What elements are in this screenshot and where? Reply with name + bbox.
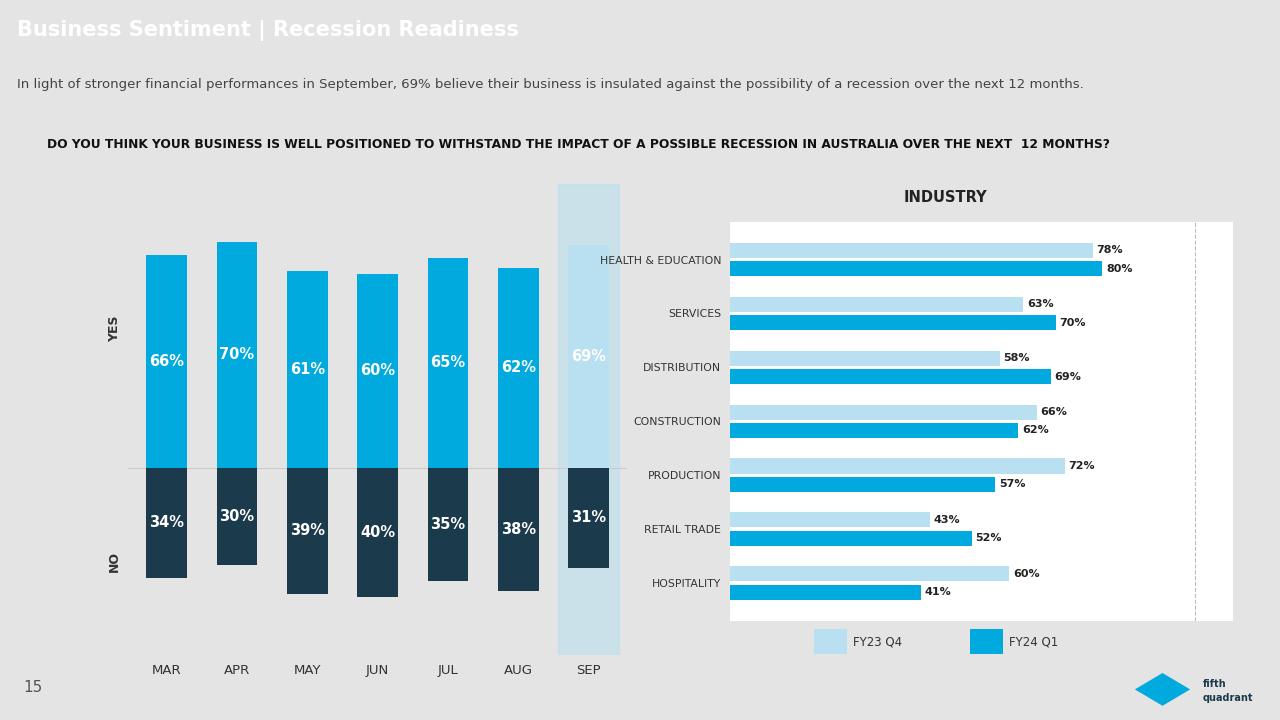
Bar <box>357 468 398 597</box>
Bar <box>287 468 328 594</box>
Text: In light of stronger financial performances in September, 69% believe their busi: In light of stronger financial performan… <box>17 78 1083 91</box>
Bar <box>730 261 1102 276</box>
Bar <box>287 271 328 468</box>
Text: 60%: 60% <box>1012 569 1039 579</box>
Text: 39%: 39% <box>289 523 325 539</box>
Text: 66%: 66% <box>150 354 184 369</box>
Bar <box>428 468 468 581</box>
Text: 61%: 61% <box>289 362 325 377</box>
Text: 78%: 78% <box>1097 246 1124 256</box>
Text: fifth: fifth <box>1202 679 1226 689</box>
Bar <box>730 423 1019 438</box>
Text: FY23 Q4: FY23 Q4 <box>852 635 902 648</box>
Text: FY24 Q1: FY24 Q1 <box>1009 635 1059 648</box>
Bar <box>568 468 609 568</box>
Text: 65%: 65% <box>430 356 466 370</box>
Text: 72%: 72% <box>1069 461 1096 471</box>
Bar <box>814 629 847 654</box>
Text: 58%: 58% <box>1004 354 1030 363</box>
Text: 66%: 66% <box>1041 407 1068 417</box>
Text: 30%: 30% <box>219 509 255 524</box>
Text: 41%: 41% <box>924 588 951 597</box>
Text: 35%: 35% <box>430 517 466 532</box>
Polygon shape <box>1135 673 1190 706</box>
Bar <box>146 468 187 577</box>
Bar <box>428 258 468 468</box>
Text: INDUSTRY: INDUSTRY <box>904 190 988 204</box>
Text: 70%: 70% <box>1060 318 1085 328</box>
Text: 57%: 57% <box>998 480 1025 490</box>
Text: 63%: 63% <box>1027 300 1053 310</box>
Text: 43%: 43% <box>933 515 960 525</box>
Bar <box>730 585 920 600</box>
Text: 40%: 40% <box>360 525 396 540</box>
Bar <box>357 274 398 468</box>
Text: 80%: 80% <box>1106 264 1133 274</box>
Bar <box>558 184 620 655</box>
Bar <box>730 513 929 528</box>
Text: 52%: 52% <box>975 534 1002 544</box>
Text: NO: NO <box>108 551 122 572</box>
Bar <box>730 405 1037 420</box>
Text: Business Sentiment | Recession Readiness: Business Sentiment | Recession Readiness <box>17 19 518 40</box>
Text: 69%: 69% <box>571 349 605 364</box>
Bar <box>730 531 972 546</box>
Text: quadrant: quadrant <box>1202 693 1253 703</box>
Bar <box>970 629 1002 654</box>
Bar <box>730 459 1065 474</box>
Bar <box>730 297 1023 312</box>
Bar <box>146 255 187 468</box>
Bar <box>730 243 1093 258</box>
Text: 34%: 34% <box>150 516 184 530</box>
Bar <box>730 477 995 492</box>
Text: 62%: 62% <box>1023 426 1048 436</box>
Bar <box>730 315 1056 330</box>
Bar <box>730 567 1009 582</box>
Bar <box>216 242 257 468</box>
Bar <box>568 245 609 468</box>
Text: 70%: 70% <box>219 347 255 362</box>
Bar <box>498 468 539 590</box>
Text: 62%: 62% <box>500 360 536 375</box>
Text: 15: 15 <box>23 680 42 695</box>
Text: 60%: 60% <box>360 364 396 379</box>
Bar <box>730 369 1051 384</box>
Bar <box>216 468 257 564</box>
Text: YES: YES <box>108 315 122 342</box>
Text: 31%: 31% <box>571 510 607 526</box>
Bar <box>498 268 539 468</box>
Text: 38%: 38% <box>500 522 536 536</box>
Text: DO YOU THINK YOUR BUSINESS IS WELL POSITIONED TO WITHSTAND THE IMPACT OF A POSSI: DO YOU THINK YOUR BUSINESS IS WELL POSIT… <box>46 138 1110 151</box>
Bar <box>730 351 1000 366</box>
Text: 69%: 69% <box>1055 372 1082 382</box>
